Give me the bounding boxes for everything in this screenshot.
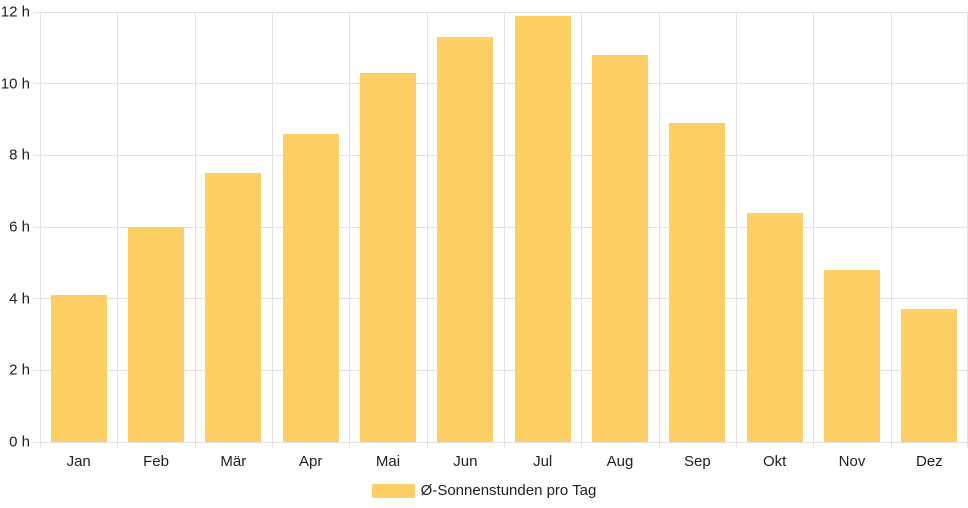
x-axis-label-apr: Apr <box>298 453 323 470</box>
y-axis-label-6h: 6 h <box>9 218 30 236</box>
y-axis-label-10h: 10 h <box>0 75 30 93</box>
legend-swatch <box>371 484 415 498</box>
gridline-h <box>33 154 968 156</box>
y-axis-label-12h: 12 h <box>0 3 30 21</box>
gridline-h <box>33 11 968 13</box>
x-axis-label-jul: Jul <box>533 453 553 470</box>
gridline-v <box>117 12 119 448</box>
bar-okt[interactable] <box>747 213 803 442</box>
x-axis-label-nov: Nov <box>838 453 866 470</box>
gridline-v <box>272 12 273 448</box>
y-axis-label-2h: 2 h <box>9 361 30 379</box>
bar-jun[interactable] <box>437 37 493 442</box>
legend-label: Ø-Sonnenstunden pro Tag <box>420 482 597 499</box>
x-axis-label-dez: Dez <box>915 453 943 470</box>
x-axis-label-sep: Sep <box>683 453 711 470</box>
x-axis-label-jun: Jun <box>453 453 478 470</box>
bar-jan[interactable] <box>51 295 107 442</box>
x-axis-label-jan: Jan <box>66 453 91 470</box>
y-axis-label-0h: 0 h <box>9 433 30 451</box>
gridline-v <box>504 12 505 448</box>
bar-nov[interactable] <box>824 270 880 442</box>
y-axis-label-8h: 8 h <box>9 146 30 164</box>
x-axis-label-okt: Okt <box>762 453 787 470</box>
bar-aug[interactable] <box>592 55 648 442</box>
gridline-v <box>658 12 660 448</box>
gridline-v <box>736 12 737 448</box>
gridline-h <box>33 83 968 85</box>
bar-sep[interactable] <box>669 123 725 442</box>
x-axis-label-mai: Mai <box>375 453 401 470</box>
gridline-v <box>890 12 892 448</box>
gridline-v <box>40 12 41 448</box>
bar-apr[interactable] <box>283 134 339 442</box>
gridline-v <box>426 12 428 448</box>
bar-dez[interactable] <box>901 309 957 442</box>
gridline-v <box>581 12 583 448</box>
bar-jul[interactable] <box>515 16 571 442</box>
legend[interactable]: Ø-Sonnenstunden pro Tag <box>0 482 968 500</box>
gridline-v <box>813 12 815 448</box>
bar-feb[interactable] <box>128 227 184 442</box>
bar-mai[interactable] <box>360 73 416 442</box>
y-axis-label-4h: 4 h <box>9 290 30 308</box>
gridline-v <box>349 12 351 448</box>
x-axis-label-aug: Aug <box>606 453 634 470</box>
gridline-v <box>194 12 196 448</box>
x-axis-label-feb: Feb <box>143 453 169 470</box>
x-axis-label-mär: Mär <box>220 453 247 470</box>
bar-mär[interactable] <box>205 173 261 442</box>
